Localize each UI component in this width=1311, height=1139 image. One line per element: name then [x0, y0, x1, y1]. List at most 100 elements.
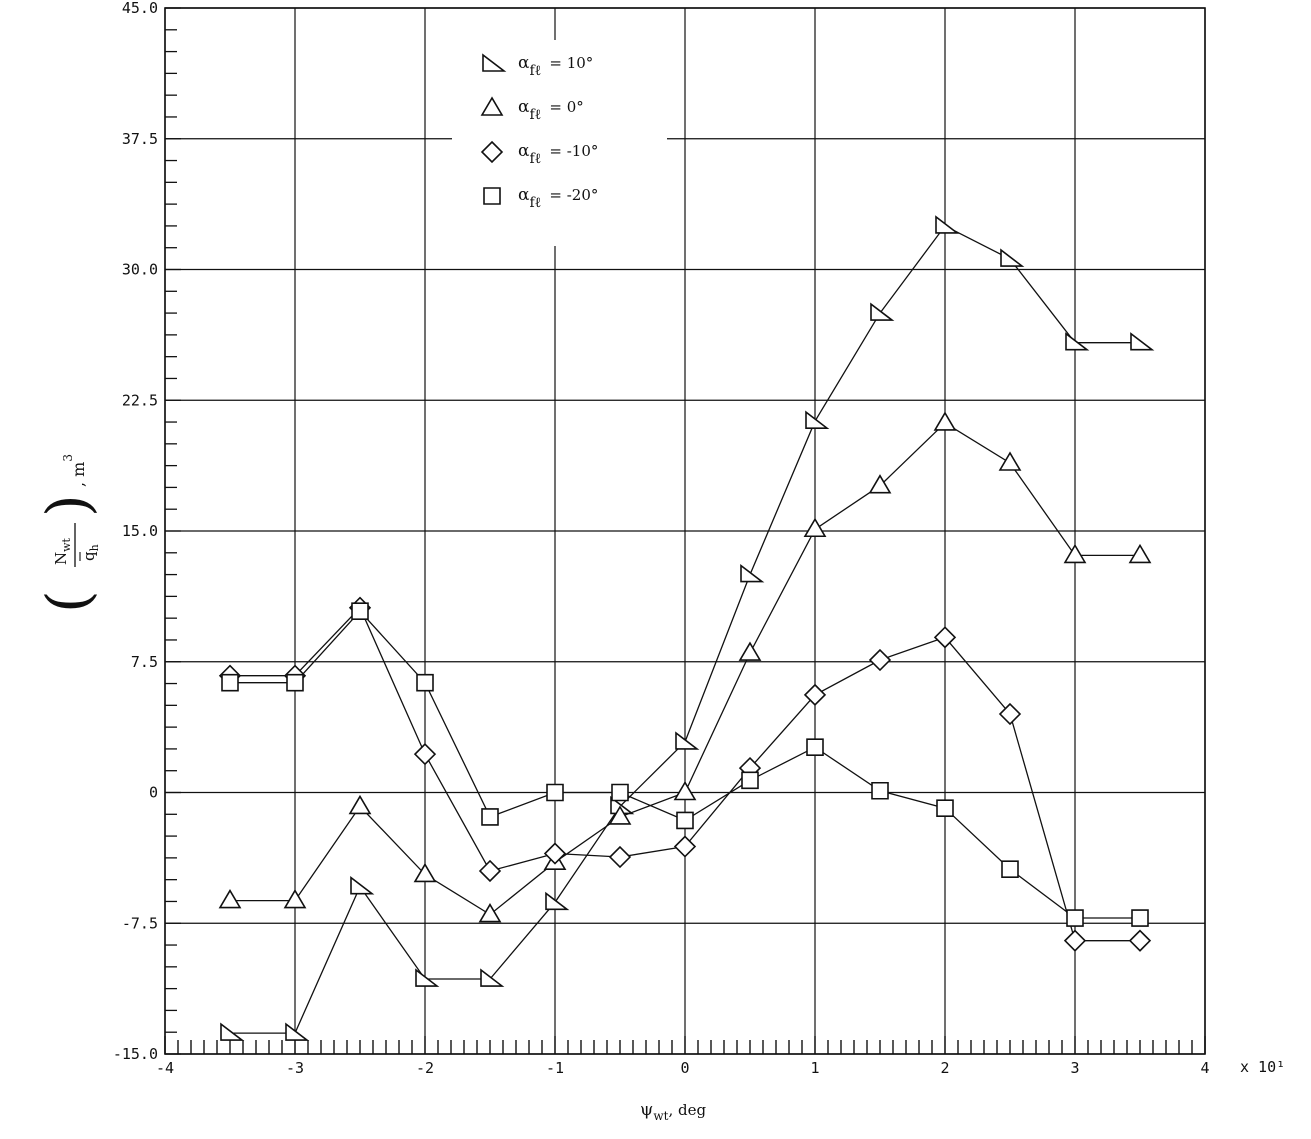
series-3	[221, 602, 1149, 927]
y-tick-label-8: 45.0	[122, 0, 158, 17]
legend-symbol-0: α	[518, 53, 530, 73]
y-label-open-paren: (	[34, 590, 102, 613]
legend-symbol-3: α	[518, 185, 530, 205]
series-3-point-11	[936, 799, 954, 817]
series-2	[218, 596, 1152, 952]
series-3-point-14	[1131, 909, 1149, 927]
series-3-point-9	[806, 738, 824, 756]
series-1-point-10	[868, 474, 892, 494]
y-tick-label-5: 22.5	[122, 391, 158, 409]
series-0-point-12	[1000, 248, 1025, 267]
series-2-point-3	[413, 743, 437, 766]
legend-marker-2	[480, 140, 504, 164]
series-3-point-4	[481, 808, 499, 826]
series-0-point-4	[480, 968, 505, 987]
series-2-point-13	[1063, 929, 1087, 952]
series-layer	[218, 215, 1155, 1041]
svg-text:Nwt: Nwt	[52, 537, 73, 565]
y-label-close-paren: )	[34, 494, 102, 517]
y-tick-label-7: 37.5	[122, 130, 158, 148]
series-1-point-8	[738, 641, 762, 661]
plot-frame	[164, 7, 1206, 1055]
legend-entry-3: αfℓ = -20°	[483, 185, 598, 211]
series-0-point-7	[675, 731, 700, 750]
x-scale-note: x 10¹	[1240, 1058, 1285, 1076]
y-label-unit: m	[69, 462, 88, 477]
series-0-point-10	[870, 302, 895, 321]
series-3-point-0	[221, 673, 239, 692]
series-0-point-1	[285, 1022, 310, 1041]
series-0	[220, 215, 1155, 1041]
series-3-point-5	[546, 783, 564, 802]
series-0-point-9	[805, 410, 830, 429]
legend-subscript-0: fℓ	[529, 63, 541, 79]
legend-subscript-1: fℓ	[529, 107, 541, 123]
x-tick-label-4: 0	[680, 1059, 689, 1077]
minor-ticks	[164, 7, 1206, 1055]
series-1-point-1	[283, 889, 307, 909]
series-2-point-9	[803, 683, 827, 707]
series-2-point-11	[933, 626, 957, 649]
legend-subscript-2: fℓ	[529, 151, 541, 167]
series-3-point-2	[351, 602, 369, 620]
series-1-point-7	[673, 780, 697, 801]
y-label-numerator: N	[52, 552, 70, 565]
y-axis-label: ( Nwt qh ) , m3	[34, 454, 102, 613]
legend-value-1: = 0°	[549, 98, 583, 116]
x-axis-label-subscript: wt	[653, 1109, 668, 1123]
legend-label-1: αfℓ = 0°	[518, 97, 584, 123]
series-1-point-11	[933, 411, 957, 431]
y-label-unit-exp: 3	[61, 454, 75, 462]
x-tick-label-0: -4	[156, 1059, 174, 1077]
series-0-point-14	[1130, 332, 1155, 351]
x-tick-label-8: 4	[1200, 1059, 1209, 1077]
x-tick-label-1: -3	[286, 1059, 304, 1077]
x-tick-label-6: 2	[940, 1059, 949, 1077]
y-tick-label-0: -15.0	[113, 1045, 158, 1063]
y-tick-label-1: -7.5	[122, 914, 158, 932]
series-0-point-11	[935, 215, 960, 234]
series-1-point-4	[478, 902, 502, 923]
series-1-point-9	[803, 517, 827, 538]
series-3-point-3	[416, 673, 434, 692]
series-2-point-10	[868, 648, 892, 672]
series-1-point-12	[998, 451, 1022, 471]
y-tick-label-3: 7.5	[131, 653, 158, 671]
y-label-denominator-sub: h	[88, 544, 101, 551]
series-1-point-0	[218, 889, 242, 909]
legend-entry-0: αfℓ = 10°	[482, 53, 593, 79]
legend-marker-0	[482, 53, 507, 72]
legend-marker-3	[483, 187, 501, 205]
legend-value-3: = -20°	[549, 186, 598, 204]
legend-label-0: αfℓ = 10°	[518, 53, 593, 79]
series-0-point-13	[1065, 332, 1090, 351]
y-tick-label-4: 15.0	[122, 522, 158, 540]
legend-subscript-3: fℓ	[529, 195, 541, 211]
x-tick-label-7: 3	[1070, 1059, 1079, 1077]
series-3-point-12	[1001, 860, 1019, 879]
legend-value-0: = 10°	[549, 54, 593, 72]
legend: αfℓ = 10°αfℓ = 0°αfℓ = -10°αfℓ = -20°	[452, 40, 667, 246]
series-2-point-4	[478, 859, 502, 883]
series-0-point-2	[350, 876, 375, 895]
x-tick-label-5: 1	[810, 1059, 819, 1077]
legend-entry-2: αfℓ = -10°	[480, 140, 598, 167]
svg-text:ψwt, deg: ψwt, deg	[640, 1100, 706, 1123]
x-axis-label-unit: , deg	[668, 1101, 706, 1119]
series-3-point-8	[741, 771, 759, 790]
y-tick-label-6: 30.0	[122, 261, 158, 279]
series-2-point-12	[998, 702, 1022, 726]
legend-value-2: = -10°	[549, 142, 598, 160]
series-1-point-13	[1063, 543, 1087, 564]
x-axis-label: ψwt, deg	[640, 1100, 706, 1123]
series-0-point-0	[220, 1022, 245, 1041]
series-3-point-10	[871, 781, 889, 800]
legend-label-3: αfℓ = -20°	[518, 185, 598, 211]
series-0-point-5	[545, 891, 570, 911]
legend-entry-1: αfℓ = 0°	[480, 96, 584, 123]
series-0-point-3	[415, 968, 440, 987]
series-1-point-2	[348, 794, 372, 815]
y-label-numerator-sub: wt	[60, 537, 73, 551]
legend-label-2: αfℓ = -10°	[518, 141, 598, 167]
x-axis-label-symbol: ψ	[640, 1100, 653, 1120]
